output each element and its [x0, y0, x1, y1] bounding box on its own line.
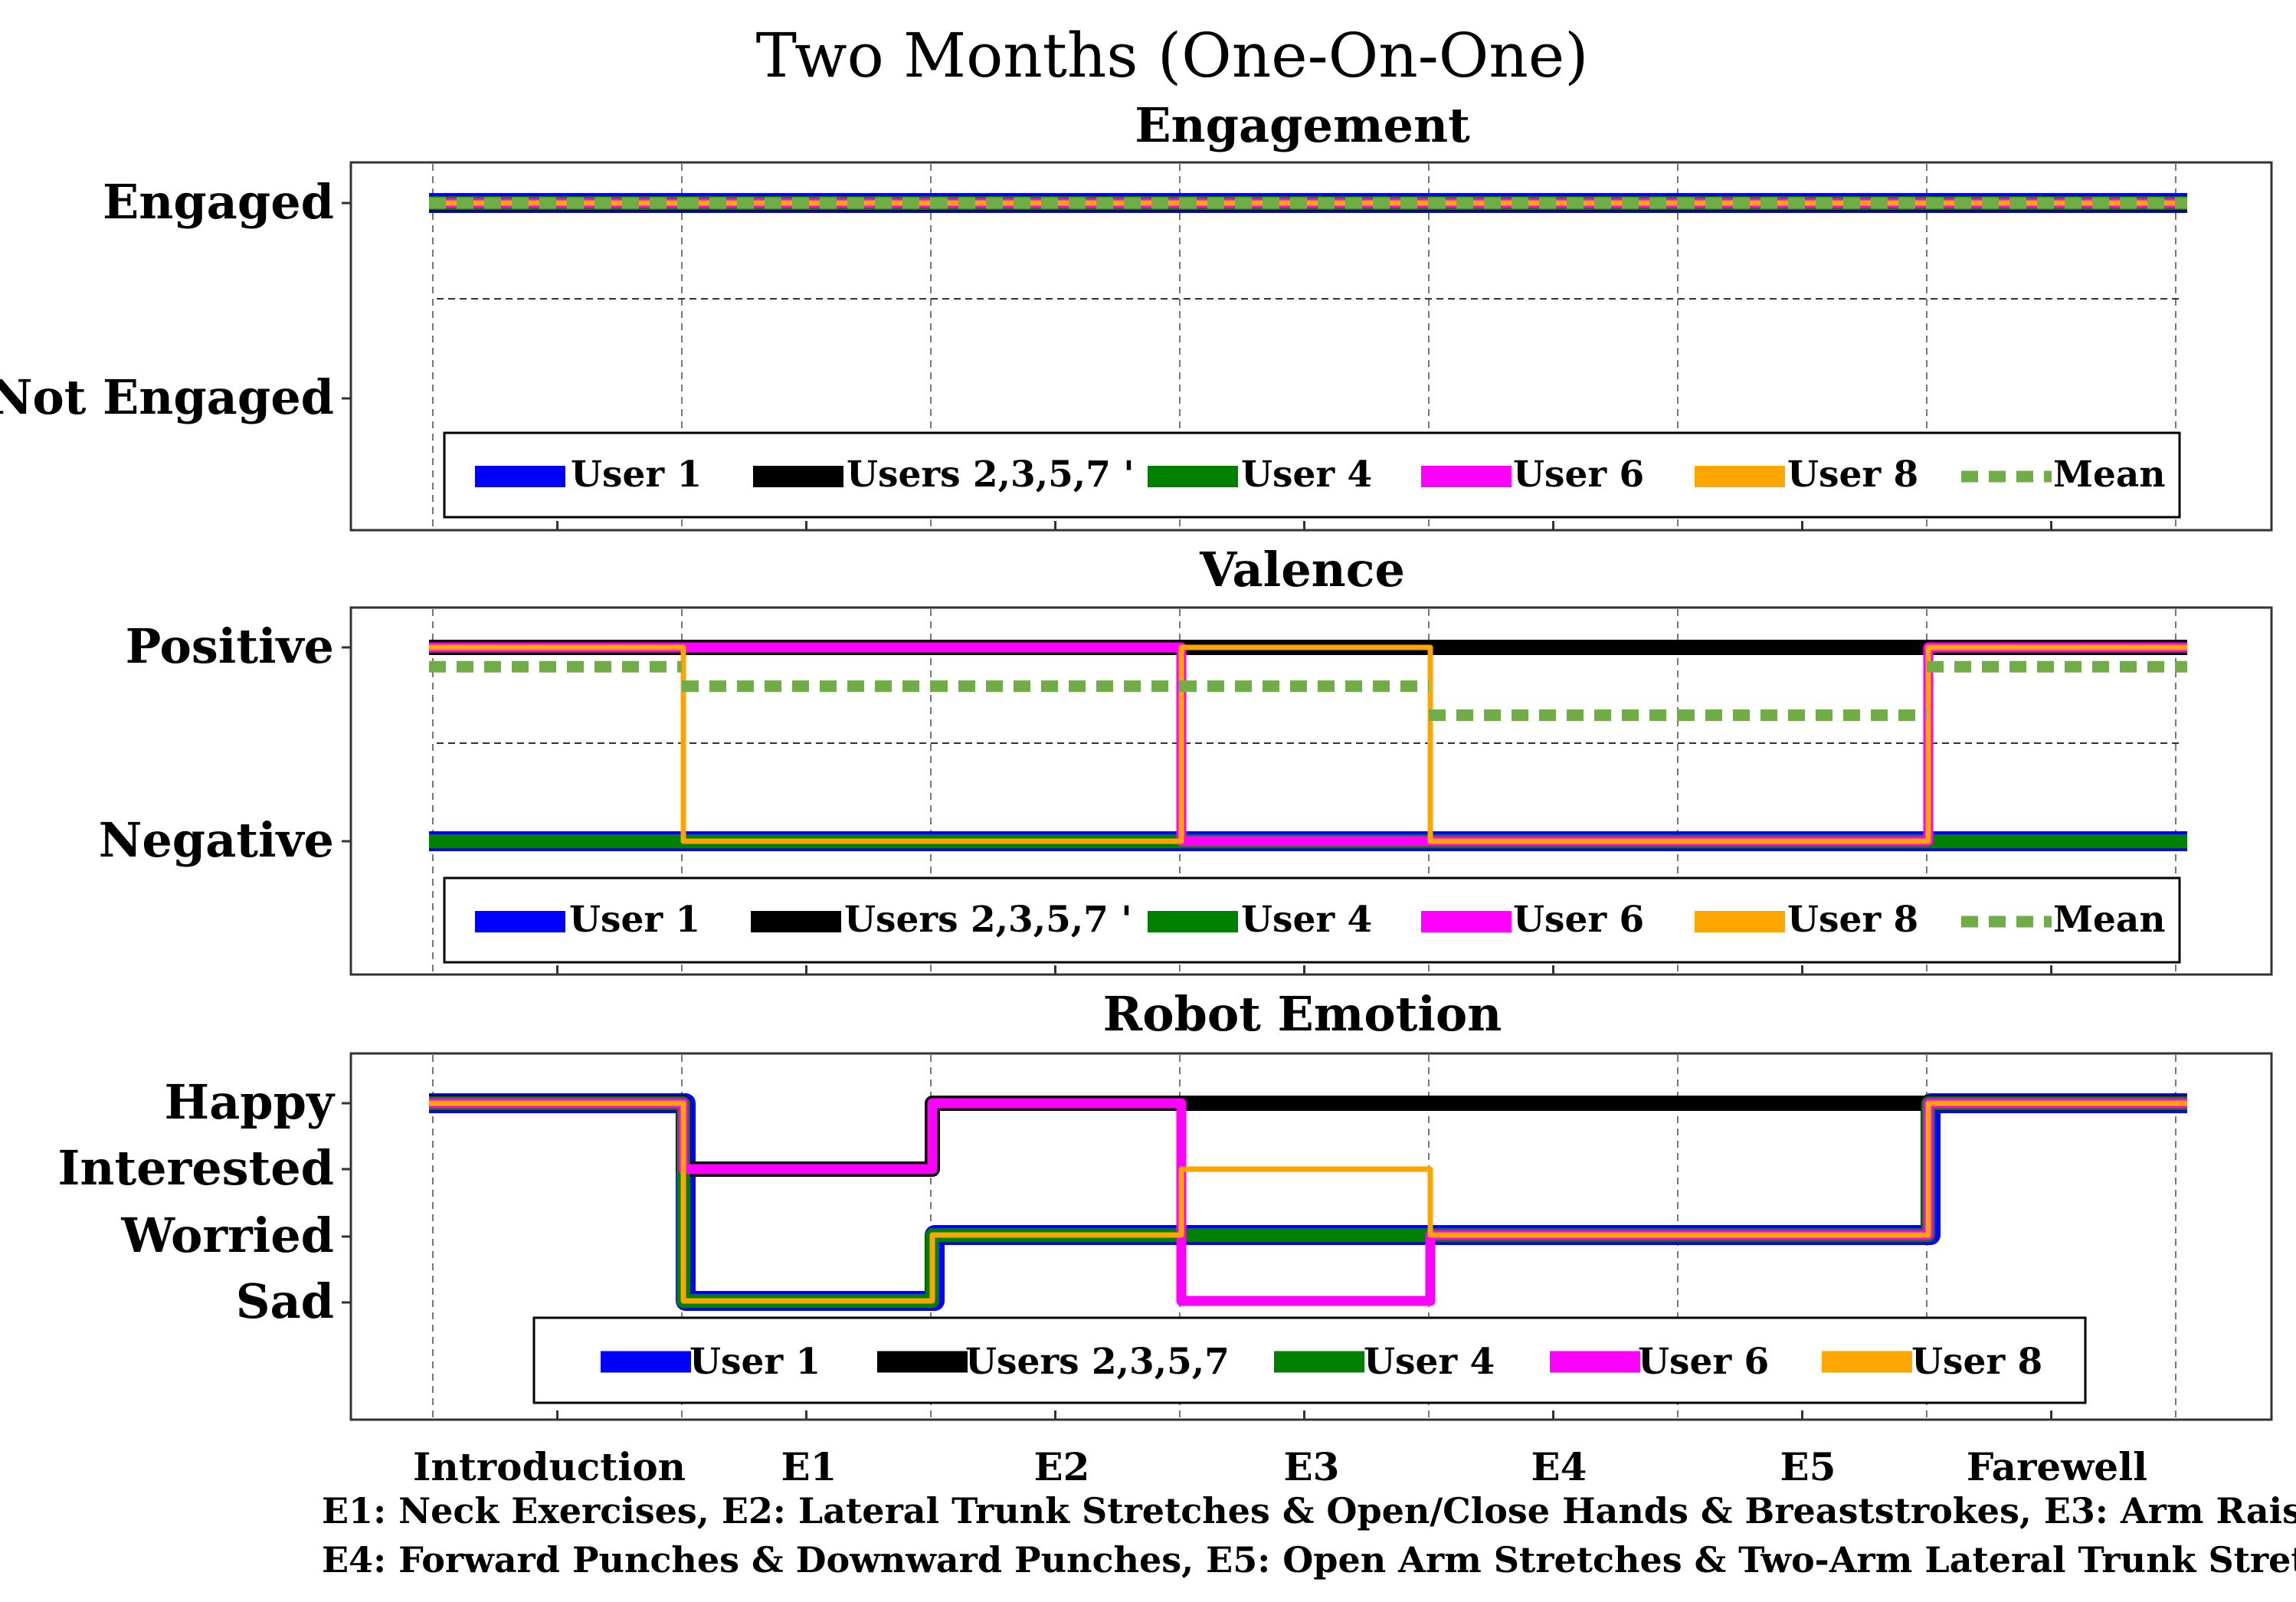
- x-tick-label-introduction: Introduction: [413, 1444, 686, 1489]
- legend-swatch-user-8: [1822, 1351, 1912, 1373]
- series-line-user-8: [429, 644, 2187, 844]
- subplot-engagement: Engagement Engaged Not Engaged User 1 Users …: [0, 97, 2273, 532]
- x-tick-label-e3: E3: [1284, 1444, 1340, 1489]
- legend-frame: [443, 431, 2181, 519]
- x-tick-label-e4: E4: [1531, 1444, 1587, 1489]
- subplot-title: Robot Emotion: [1103, 986, 1502, 1042]
- subplot-title: Engagement: [1135, 97, 1470, 153]
- legend-swatch-user-4: [1274, 1351, 1364, 1373]
- legend-label-user-1: User 1: [569, 899, 700, 941]
- legend-label-user-8: User 8: [1911, 1341, 2042, 1383]
- legend-label-user-6: User 6: [1638, 1341, 1769, 1383]
- x-tick-label-e5: E5: [1780, 1444, 1836, 1489]
- legend-label-user-1: User 1: [571, 454, 702, 496]
- legend-label-users-2-3-5-7: Users 2,3,5,7 ': [847, 454, 1135, 496]
- plots-area: Engagement Engaged Not Engaged User 1 Users …: [0, 97, 2273, 1489]
- legend-label-user-8: User 8: [1787, 899, 1918, 941]
- series-line-user-8: [429, 1100, 2187, 1304]
- legend-label-user-8: User 8: [1787, 454, 1918, 496]
- legend-swatch-user-6: [1550, 1351, 1640, 1373]
- legend: User 1 Users 2,3,5,7 User 4 User 6 User 8: [532, 1316, 2087, 1404]
- legend-label-users-2-3-5-7: Users 2,3,5,7 ': [844, 899, 1132, 941]
- legend-label-mean: Mean: [2053, 454, 2166, 496]
- y-tick-label-sad: Sad: [236, 1273, 334, 1329]
- legend-label-user-4: User 4: [1241, 454, 1372, 496]
- legend-swatch-user-8: [1695, 466, 1785, 487]
- x-tick-label-e1: E1: [781, 1444, 837, 1489]
- y-tick-label-engaged: Engaged: [103, 174, 334, 230]
- legend-frame: [443, 876, 2181, 964]
- legend-swatch-user-8: [1695, 911, 1785, 932]
- series-line-user-6: [429, 642, 2187, 847]
- legend-swatch-user-6: [1421, 466, 1512, 487]
- plot-frame: [349, 161, 2273, 532]
- y-tick-label-happy: Happy: [165, 1074, 336, 1130]
- legend-label-user-4: User 4: [1364, 1341, 1495, 1383]
- y-tick-label-worried: Worried: [120, 1207, 334, 1263]
- legend-label-user-4: User 4: [1241, 899, 1372, 941]
- legend-label-user-1: User 1: [689, 1341, 820, 1383]
- figure-title: Two Months (One-On-One): [756, 20, 1589, 91]
- legend-swatch-user-4: [1148, 911, 1238, 932]
- plot-frame: [349, 606, 2273, 976]
- legend-label-user-6: User 6: [1513, 454, 1644, 496]
- subplot-valence: Valence Positive Negative User 1 Users 2,3,5…: [99, 542, 2273, 976]
- legend: User 1 Users 2,3,5,7 ' User 4 User 6 User 8 M…: [443, 431, 2181, 519]
- legend-swatch-users-2-3-5-7: [751, 911, 841, 932]
- y-tick-label-not-engaged: Not Engaged: [0, 369, 334, 425]
- legend-swatch-user-1: [475, 911, 565, 932]
- legend-swatch-users-2-3-5-7: [877, 1351, 968, 1373]
- subplot-robot-emotion: Robot Emotion Introduction E1 E2 E3 E4 E5 Farew…: [57, 986, 2273, 1489]
- legend-swatch-user-6: [1421, 911, 1512, 932]
- y-tick-label-interested: Interested: [57, 1140, 334, 1196]
- subplot-title: Valence: [1199, 542, 1405, 598]
- y-tick-label-positive: Positive: [126, 618, 334, 674]
- legend-swatch-users-2-3-5-7: [753, 466, 843, 487]
- legend-label-user-6: User 6: [1513, 899, 1644, 941]
- x-tick-label-farewell: Farewell: [1967, 1444, 2147, 1489]
- legend-label-mean: Mean: [2053, 899, 2166, 941]
- legend: User 1 Users 2,3,5,7 ' User 4 User 6 User 8 M…: [443, 876, 2181, 964]
- legend-swatch-user-1: [475, 466, 565, 487]
- legend-swatch-user-4: [1148, 466, 1238, 487]
- legend-label-users-2-3-5-7: Users 2,3,5,7: [965, 1341, 1230, 1383]
- y-tick-label-negative: Negative: [99, 812, 334, 868]
- x-tick-label-e2: E2: [1034, 1444, 1090, 1489]
- footnote-line-2: E4: Forward Punches & Downward Punches, …: [322, 1539, 2296, 1581]
- legend-swatch-user-1: [601, 1351, 691, 1373]
- footnote-line-1: E1: Neck Exercises, E2: Lateral Trunk St…: [322, 1490, 2296, 1532]
